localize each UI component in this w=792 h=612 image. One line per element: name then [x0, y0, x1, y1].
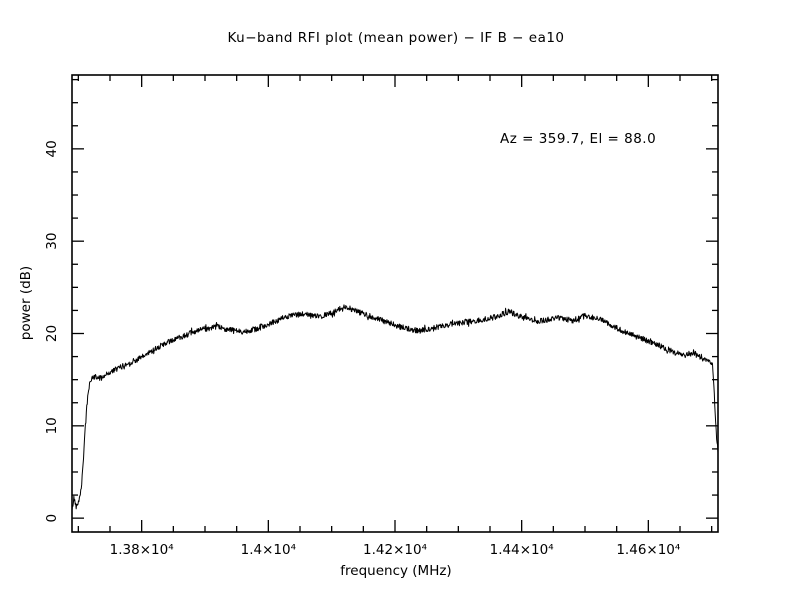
- y-tick-label: 20: [44, 325, 60, 342]
- plot-frame: [71, 74, 719, 533]
- az-el-annotation: Az = 359.7, El = 88.0: [500, 131, 657, 147]
- x-axis-label: frequency (MHz): [340, 563, 452, 579]
- y-tick-label: 40: [44, 140, 60, 157]
- x-tick-label: 1.44×10⁴: [490, 542, 554, 558]
- y-tick-label: 30: [44, 233, 60, 250]
- y-tick-label: 0: [44, 514, 60, 523]
- chart-title: Ku−band RFI plot (mean power) − IF B − e…: [227, 30, 565, 46]
- x-tick-label: 1.46×10⁴: [616, 542, 680, 558]
- y-tick-label: 10: [44, 417, 60, 434]
- x-tick-label: 1.4×10⁴: [241, 542, 296, 558]
- x-tick-label: 1.38×10⁴: [110, 542, 174, 558]
- data-trace: [71, 304, 719, 511]
- x-tick-label: 1.42×10⁴: [363, 542, 427, 558]
